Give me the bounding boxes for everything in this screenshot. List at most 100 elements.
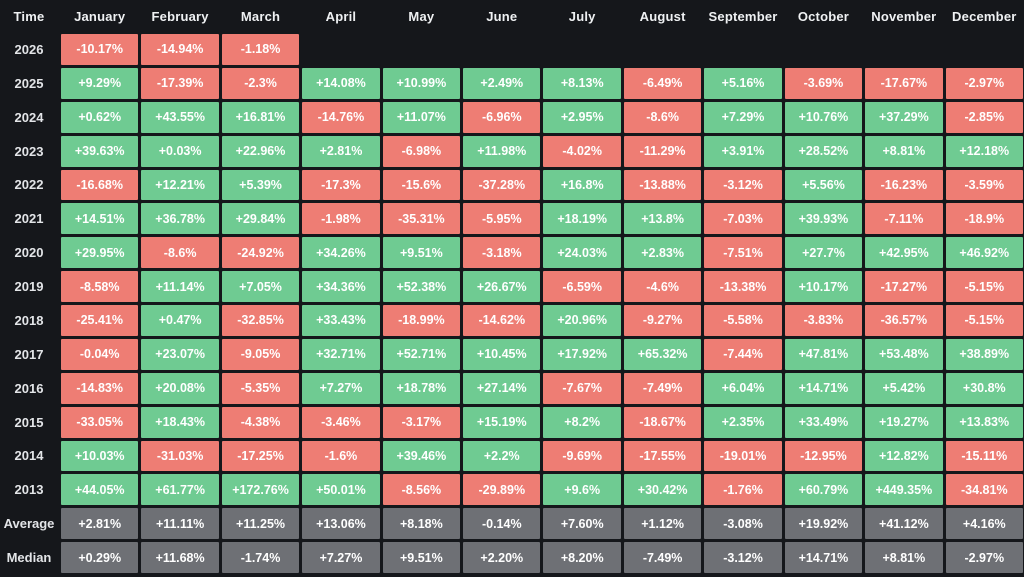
column-header-december: December (952, 9, 1017, 24)
return-cell-2015-february: +18.43% (141, 406, 219, 438)
empty-cell-2026-june (463, 34, 540, 65)
return-cell-2022-september: -3.12% (704, 169, 782, 201)
return-cell-average-july: +7.60% (543, 508, 621, 540)
return-cell-2024-september: +7.29% (704, 101, 782, 133)
return-cell-2024-november: +37.29% (865, 101, 943, 133)
return-cell-2017-may: +52.71% (382, 338, 461, 370)
return-cell-2022-june: -37.28% (463, 169, 541, 201)
column-header-january: January (74, 9, 126, 24)
return-cell-2024-march: +16.81% (221, 101, 300, 133)
return-cell-2021-may: -35.31% (382, 203, 461, 235)
return-cell-2021-july: +18.19% (543, 203, 621, 235)
return-cell-2023-december: +12.18% (945, 135, 1023, 167)
return-cell-2014-january: +10.03% (61, 440, 139, 472)
return-cell-2021-august: +13.8% (623, 203, 702, 235)
return-cell-2019-october: +10.17% (784, 271, 863, 302)
row-label-2020: 2020 (14, 245, 44, 261)
return-cell-2024-may: +11.07% (382, 101, 461, 133)
row-label-2014: 2014 (14, 448, 44, 464)
empty-cell-2026-september (704, 34, 781, 65)
return-cell-2020-february: -8.6% (141, 237, 219, 269)
return-cell-2022-august: -13.88% (623, 169, 702, 201)
return-cell-2013-august: +30.42% (623, 474, 702, 506)
return-cell-2021-october: +39.93% (784, 203, 863, 235)
row-label-2013: 2013 (14, 482, 44, 498)
return-cell-2020-september: -7.51% (704, 237, 782, 269)
return-cell-2020-march: -24.92% (221, 237, 300, 269)
return-cell-2019-august: -4.6% (623, 271, 702, 302)
return-cell-2018-september: -5.58% (704, 305, 782, 336)
return-cell-2024-april: -14.76% (302, 101, 380, 133)
return-cell-2014-december: -15.11% (945, 440, 1023, 472)
return-cell-2021-february: +36.78% (141, 203, 219, 235)
return-cell-2021-january: +14.51% (61, 203, 139, 235)
time-column-header: Time (13, 9, 45, 24)
return-cell-2017-july: +17.92% (543, 338, 621, 370)
return-cell-2021-april: -1.98% (302, 203, 380, 235)
column-header-june: June (486, 9, 518, 24)
return-cell-2023-may: -6.98% (382, 135, 461, 167)
return-cell-2013-november: +449.35% (865, 474, 943, 506)
column-header-july: July (568, 9, 596, 24)
return-cell-2021-june: -5.95% (463, 203, 541, 235)
return-cell-2016-september: +6.04% (704, 372, 782, 404)
return-cell-2022-november: -16.23% (865, 169, 943, 201)
return-cell-2022-october: +5.56% (784, 169, 863, 201)
return-cell-average-december: +4.16% (945, 508, 1023, 540)
return-cell-2016-july: -7.67% (543, 372, 621, 404)
return-cell-2019-march: +7.05% (221, 271, 300, 302)
return-cell-2015-november: +19.27% (865, 406, 943, 438)
return-cell-2020-june: -3.18% (463, 237, 541, 269)
row-label-2024: 2024 (14, 109, 44, 125)
return-cell-2018-march: -32.85% (221, 305, 300, 336)
return-cell-2020-october: +27.7% (784, 237, 863, 269)
return-cell-2013-march: +172.76% (221, 474, 300, 506)
return-cell-2023-march: +22.96% (221, 135, 300, 167)
empty-cell-2026-december (946, 34, 1023, 65)
return-cell-average-october: +19.92% (784, 508, 863, 540)
return-cell-2014-march: -17.25% (221, 440, 300, 472)
return-cell-2023-october: +28.52% (784, 135, 863, 167)
return-cell-2019-may: +52.38% (382, 271, 461, 302)
empty-cell-2026-august (624, 34, 701, 65)
column-header-august: August (639, 9, 686, 24)
return-cell-2014-june: +2.2% (463, 440, 541, 472)
return-cell-2013-january: +44.05% (61, 474, 139, 506)
return-cell-2013-february: +61.77% (141, 474, 219, 506)
return-cell-2015-june: +15.19% (463, 406, 541, 438)
return-cell-2023-august: -11.29% (623, 135, 702, 167)
return-cell-2015-september: +2.35% (704, 406, 782, 438)
return-cell-2017-january: -0.04% (61, 338, 139, 370)
return-cell-median-march: -1.74% (221, 542, 300, 573)
return-cell-2026-january: -10.17% (61, 34, 139, 65)
return-cell-2013-october: +60.79% (784, 474, 863, 506)
return-cell-average-january: +2.81% (61, 508, 139, 540)
column-header-november: November (871, 9, 937, 24)
return-cell-2016-january: -14.83% (61, 372, 139, 404)
return-cell-average-february: +11.11% (141, 508, 219, 540)
return-cell-median-september: -3.12% (704, 542, 782, 573)
row-label-2021: 2021 (14, 211, 44, 227)
return-cell-2020-may: +9.51% (382, 237, 461, 269)
return-cell-2021-september: -7.03% (704, 203, 782, 235)
return-cell-2024-january: +0.62% (61, 101, 139, 133)
return-cell-2022-march: +5.39% (221, 169, 300, 201)
return-cell-2015-december: +13.83% (945, 406, 1023, 438)
return-cell-2013-june: -29.89% (463, 474, 541, 506)
return-cell-median-august: -7.49% (623, 542, 702, 573)
return-cell-2016-march: -5.35% (221, 372, 300, 404)
return-cell-2023-february: +0.03% (141, 135, 219, 167)
return-cell-2023-july: -4.02% (543, 135, 621, 167)
return-cell-2018-february: +0.47% (141, 305, 219, 336)
return-cell-2018-may: -18.99% (382, 305, 461, 336)
return-cell-2024-august: -8.6% (623, 101, 702, 133)
return-cell-2022-may: -15.6% (382, 169, 461, 201)
return-cell-2016-april: +7.27% (302, 372, 380, 404)
return-cell-2025-december: -2.97% (945, 67, 1023, 99)
return-cell-2026-march: -1.18% (221, 34, 300, 65)
return-cell-2014-august: -17.55% (623, 440, 702, 472)
return-cell-median-may: +9.51% (382, 542, 461, 573)
column-header-september: September (708, 9, 778, 24)
empty-cell-2026-november (865, 34, 942, 65)
